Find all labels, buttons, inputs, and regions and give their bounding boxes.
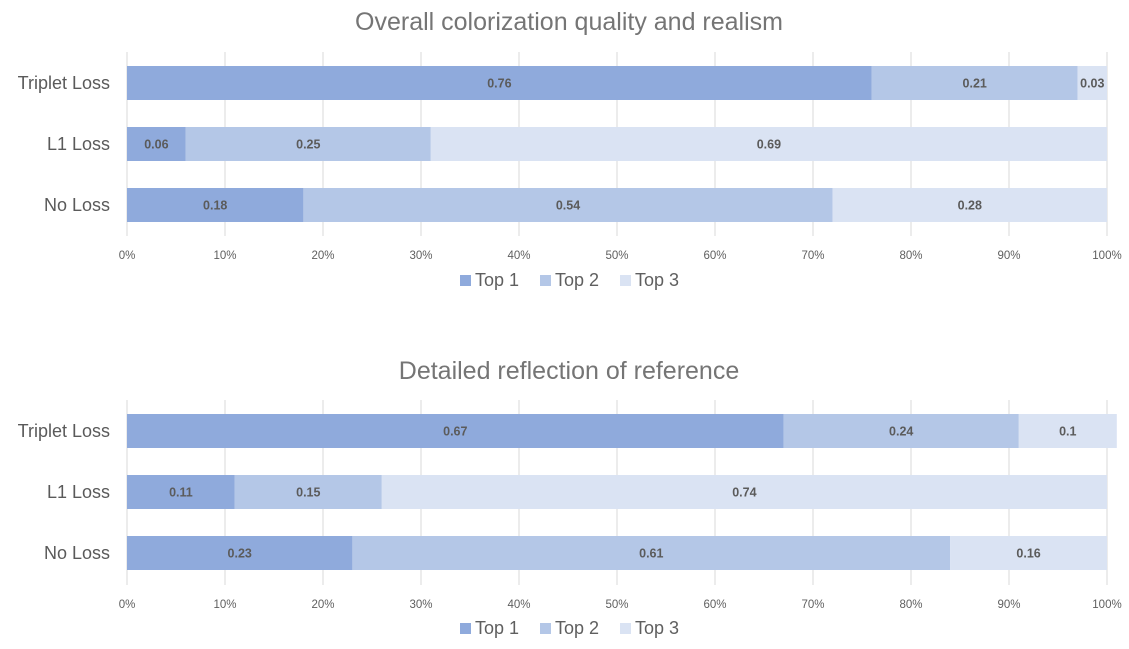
x-tick-label: 10% bbox=[213, 250, 236, 262]
chart-2: Detailed reflection of reference 0% 10% 20%… bbox=[18, 357, 1122, 638]
x-tick-label: 30% bbox=[409, 250, 432, 262]
data-label: 0.15 bbox=[296, 486, 320, 500]
chart-1: Overall colorization quality and realism… bbox=[18, 8, 1122, 290]
bar-segment bbox=[185, 127, 431, 161]
x-tick-label: 0% bbox=[119, 250, 136, 262]
x-tick-label: 60% bbox=[703, 250, 726, 262]
bar-segment bbox=[430, 127, 1107, 161]
bar-segment bbox=[127, 536, 353, 570]
x-tick-label: 90% bbox=[997, 250, 1020, 262]
x-tick-label: 90% bbox=[997, 599, 1020, 611]
category-label: L1 Loss bbox=[47, 134, 110, 154]
chart-title: Detailed reflection of reference bbox=[399, 357, 739, 385]
data-label: 0.69 bbox=[757, 138, 781, 152]
bar-segment bbox=[127, 414, 784, 448]
legend-swatch bbox=[540, 623, 551, 634]
x-tick-label: 40% bbox=[507, 250, 530, 262]
data-label: 0.23 bbox=[228, 547, 252, 561]
x-tick-label: 70% bbox=[801, 250, 824, 262]
data-label: 0.24 bbox=[889, 425, 913, 439]
bar-segment bbox=[352, 536, 951, 570]
legend-label: Top 1 bbox=[475, 618, 519, 638]
category-label: Triplet Loss bbox=[18, 73, 110, 93]
data-label: 0.67 bbox=[443, 425, 467, 439]
legend-label: Top 3 bbox=[635, 270, 679, 290]
legend-label: Top 3 bbox=[635, 618, 679, 638]
bar-segment bbox=[832, 188, 1107, 222]
data-label: 0.28 bbox=[958, 199, 982, 213]
x-tick-label: 80% bbox=[899, 250, 922, 262]
data-label: 0.21 bbox=[963, 77, 987, 91]
bar-segment bbox=[127, 188, 304, 222]
x-tick-label: 70% bbox=[801, 599, 824, 611]
data-label: 0.74 bbox=[732, 486, 756, 500]
legend: Top 1 Top 2 Top 3 bbox=[460, 270, 679, 290]
bar-segment bbox=[871, 66, 1078, 100]
data-label: 0.18 bbox=[203, 199, 227, 213]
bar-segment bbox=[381, 475, 1107, 509]
bar-segment bbox=[127, 127, 186, 161]
category-label: Triplet Loss bbox=[18, 421, 110, 441]
legend: Top 1 Top 2 Top 3 bbox=[460, 618, 679, 638]
bar-segment bbox=[303, 188, 833, 222]
data-label: 0.11 bbox=[169, 486, 193, 500]
chart-title: Overall colorization quality and realism bbox=[355, 8, 783, 36]
legend-label: Top 2 bbox=[555, 270, 599, 290]
bar-segment bbox=[127, 475, 235, 509]
data-label: 0.03 bbox=[1080, 77, 1104, 91]
data-label: 0.25 bbox=[296, 138, 320, 152]
category-label: No Loss bbox=[44, 543, 110, 563]
data-label: 0.54 bbox=[556, 199, 580, 213]
bar-segment bbox=[234, 475, 382, 509]
x-tick-label: 20% bbox=[311, 250, 334, 262]
bar-segment bbox=[127, 66, 872, 100]
data-label: 0.1 bbox=[1059, 425, 1076, 439]
x-tick-label: 30% bbox=[409, 599, 432, 611]
x-tick-label: 60% bbox=[703, 599, 726, 611]
legend-swatch bbox=[620, 275, 631, 286]
data-label: 0.61 bbox=[639, 547, 663, 561]
bar-segment bbox=[1077, 66, 1107, 100]
x-tick-label: 50% bbox=[605, 599, 628, 611]
data-label: 0.16 bbox=[1016, 547, 1040, 561]
bar-segment bbox=[783, 414, 1019, 448]
legend-swatch bbox=[620, 623, 631, 634]
legend-label: Top 1 bbox=[475, 270, 519, 290]
x-tick-label: 0% bbox=[119, 599, 136, 611]
x-tick-label: 50% bbox=[605, 250, 628, 262]
legend-swatch bbox=[460, 623, 471, 634]
bar-segment bbox=[1018, 414, 1117, 448]
legend-swatch bbox=[460, 275, 471, 286]
x-tick-label: 100% bbox=[1092, 250, 1121, 262]
bar-segment bbox=[950, 536, 1107, 570]
data-label: 0.76 bbox=[487, 77, 511, 91]
x-tick-label: 100% bbox=[1092, 599, 1121, 611]
x-tick-label: 20% bbox=[311, 599, 334, 611]
legend-label: Top 2 bbox=[555, 618, 599, 638]
x-tick-label: 10% bbox=[213, 599, 236, 611]
category-label: L1 Loss bbox=[47, 482, 110, 502]
x-tick-label: 40% bbox=[507, 599, 530, 611]
legend-swatch bbox=[540, 275, 551, 286]
x-tick-label: 80% bbox=[899, 599, 922, 611]
data-label: 0.06 bbox=[144, 138, 168, 152]
category-label: No Loss bbox=[44, 195, 110, 215]
